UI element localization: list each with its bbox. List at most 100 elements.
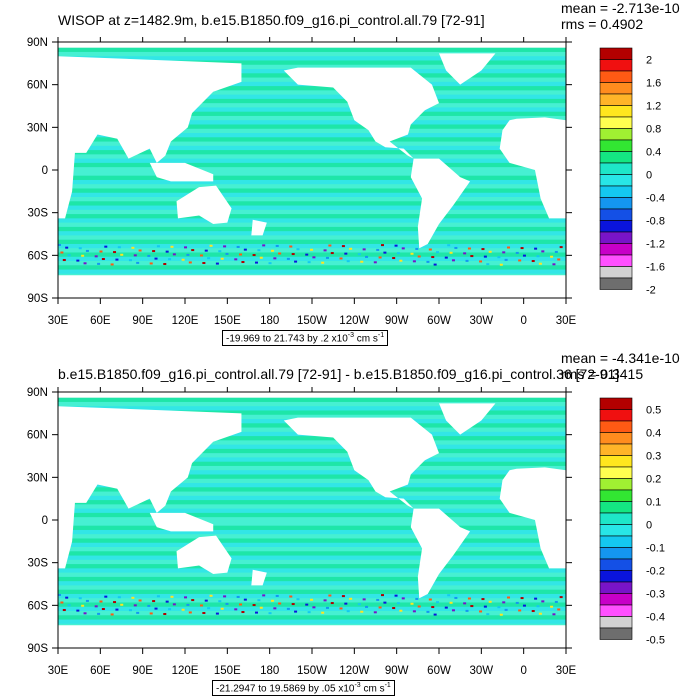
lon-tick-label: 90E: [132, 665, 153, 677]
colorbar-label: 0.3: [646, 451, 661, 463]
colorbar-label: -0.3: [646, 589, 665, 601]
lon-tick-label: 90E: [132, 315, 153, 327]
colorbar-cell: [599, 570, 633, 583]
range-label: -19.969 to 21.743 by .2 x10-3 cm s-1: [222, 330, 389, 347]
map-plot: 90N 60N 30N 0 30S 60S 90S 30E 60E 90E 120E 150E 180 1…: [27, 37, 665, 327]
colorbar-label: -2: [646, 285, 656, 297]
colorbar-cell: [599, 604, 633, 617]
mean-stat: mean = -2.713e-10: [561, 0, 680, 16]
colorbar-cell: [599, 397, 633, 410]
colorbar-label: -0.5: [646, 635, 665, 647]
colorbar-cell: [599, 70, 633, 83]
colorbar-label: 0.4: [646, 428, 661, 440]
colorbar-cell: [599, 512, 633, 525]
colorbar-cell: [599, 93, 633, 106]
colorbar-cell: [599, 231, 633, 244]
ocean-field: [58, 397, 566, 633]
colorbar-label: 0.8: [646, 124, 661, 136]
lat-tick-label: 30N: [27, 122, 48, 134]
colorbar-cell: [599, 432, 633, 445]
colorbar-cell: [599, 420, 633, 433]
lat-tick-label: 30S: [28, 208, 49, 220]
colorbar-cell: [599, 593, 633, 606]
colorbar-cell: [599, 105, 633, 118]
lat-tick-label: 90N: [27, 37, 48, 49]
colorbar-cell: [599, 139, 633, 152]
lon-tick-label: 120E: [172, 315, 199, 327]
panel-title: WISOP at z=1482.9m, b.e15.B1850.f09_g16.…: [58, 12, 485, 28]
lon-tick-label: 60W: [427, 315, 451, 327]
colorbar-cell: [599, 409, 633, 422]
colorbar-label: 2: [646, 55, 652, 67]
colorbar-cell: [599, 627, 633, 640]
lat-tick-label: 30S: [28, 558, 49, 570]
colorbar-cell: [599, 151, 633, 164]
colorbar-cell: [599, 82, 633, 95]
colorbar-label: 0.5: [646, 405, 661, 417]
lat-tick-label: 90S: [28, 643, 49, 655]
colorbar-cell: [599, 616, 633, 629]
lon-tick-label: 120E: [172, 665, 199, 677]
lon-tick-label: 30W: [470, 665, 494, 677]
lon-tick-label: 60E: [90, 665, 111, 677]
lon-tick-label: 30W: [470, 315, 494, 327]
lon-tick-label: 120W: [339, 665, 369, 677]
lat-tick-label: 0: [42, 165, 48, 177]
colorbar-label: 0.1: [646, 497, 661, 509]
lon-tick-label: 0: [520, 315, 526, 327]
colorbar-cell: [599, 478, 633, 491]
colorbar-cell: [599, 524, 633, 537]
colorbar-cell: [599, 547, 633, 560]
lon-tick-label: 150E: [214, 665, 241, 677]
colorbar-cell: [599, 558, 633, 571]
colorbar-label: 0: [646, 520, 652, 532]
lat-tick-label: 60S: [28, 250, 49, 262]
colorbar-cell: [599, 277, 633, 290]
lon-tick-label: 60E: [90, 315, 111, 327]
rms-stat: rms = 0.3415: [561, 366, 644, 382]
lat-tick-label: 60S: [28, 600, 49, 612]
colorbar-label: -1.2: [646, 239, 665, 251]
panel-bottom: b.e15.B1850.f09_g16.pi_control.all.79 [7…: [0, 350, 700, 700]
lon-tick-label: 30E: [556, 315, 577, 327]
rms-stat: rms = 0.4902: [561, 16, 644, 32]
panel-top: WISOP at z=1482.9m, b.e15.B1850.f09_g16.…: [27, 0, 680, 347]
colorbar-cell: [599, 466, 633, 479]
colorbar-cell: [599, 174, 633, 187]
map-plot: 90N 60N 30N 0 30S 60S 90S 30E 60E 90E 120E 150E 180 1…: [27, 387, 665, 677]
colorbar-cell: [599, 197, 633, 210]
lon-tick-label: 180: [260, 665, 279, 677]
colorbar-cell: [599, 208, 633, 221]
colorbar-label: 0.4: [646, 147, 661, 159]
colorbar-cell: [599, 581, 633, 594]
colorbar-cell: [599, 501, 633, 514]
colorbar-label: -1.6: [646, 262, 665, 274]
lon-tick-label: 120W: [339, 315, 369, 327]
lat-tick-label: 60N: [27, 430, 48, 442]
colorbar-label: -0.1: [646, 543, 665, 555]
mean-stat: mean = -4.341e-10: [561, 350, 680, 366]
lon-tick-label: 90W: [385, 315, 409, 327]
lat-tick-label: 60N: [27, 80, 48, 92]
colorbar-cell: [599, 185, 633, 198]
land-mask: [58, 403, 566, 599]
lon-tick-label: 30E: [556, 665, 577, 677]
colorbar-cell: [599, 535, 633, 548]
colorbar-cell: [599, 59, 633, 72]
lon-tick-label: 150W: [297, 665, 327, 677]
lat-tick-label: 90N: [27, 387, 48, 399]
lon-tick-label: 180: [260, 315, 279, 327]
colorbar-cell: [599, 266, 633, 279]
colorbar-cell: [599, 489, 633, 502]
lon-tick-label: 90W: [385, 665, 409, 677]
colorbar-label: 1.2: [646, 101, 661, 113]
panel-title: b.e15.B1850.f09_g16.pi_control.all.79 [7…: [58, 366, 620, 382]
colorbar-label: -0.8: [646, 216, 665, 228]
lon-tick-label: 0: [520, 665, 526, 677]
lon-tick-label: 150W: [297, 315, 327, 327]
lon-tick-label: 60W: [427, 665, 451, 677]
colorbar-cell: [599, 243, 633, 256]
land-mask: [58, 53, 566, 249]
colorbar-cell: [599, 455, 633, 468]
colorbar-cell: [599, 443, 633, 456]
